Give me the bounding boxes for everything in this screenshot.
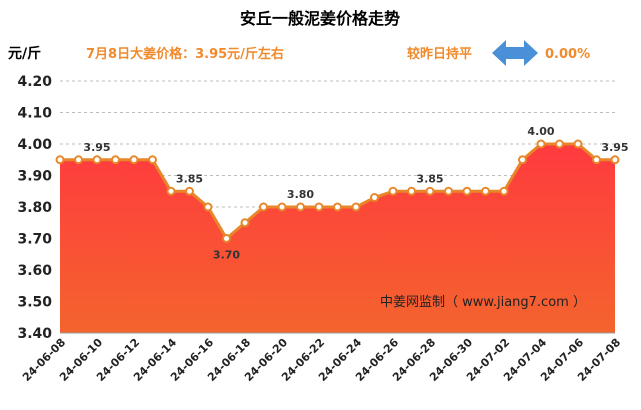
- data-point: [129, 155, 139, 165]
- data-point: [499, 186, 509, 196]
- data-point: [592, 155, 601, 165]
- data-point: [296, 202, 305, 212]
- data-point: [370, 193, 379, 203]
- data-labels: 3.95 3.85 3.70 3.80 3.85 4.00 3.95: [83, 125, 628, 262]
- y-tick-label: 3.50: [17, 295, 52, 311]
- data-point: [351, 202, 361, 212]
- watermark: 中姜网监制（ www.jiang7.com ）: [380, 295, 586, 310]
- change-label: 较昨日持平: [407, 46, 472, 62]
- y-tick-label: 3.90: [17, 169, 52, 185]
- data-point: [314, 202, 324, 212]
- data-point: [259, 202, 268, 212]
- data-point: [55, 155, 65, 165]
- data-point: [185, 186, 194, 196]
- y-axis: 3.40 3.50 3.60 3.70 3.80 3.90 4.00 4.10 4.20: [17, 74, 52, 342]
- y-tick-label: 3.60: [17, 263, 52, 279]
- data-point: [425, 186, 435, 196]
- data-point: [333, 202, 342, 212]
- y-tick-label: 3.80: [17, 200, 52, 216]
- data-point: [222, 234, 231, 243]
- data-label: 4.00: [527, 125, 554, 138]
- data-point: [240, 218, 250, 228]
- data-point: [518, 155, 527, 165]
- data-label: 3.85: [416, 172, 443, 185]
- data-point: [462, 186, 472, 196]
- data-point: [610, 155, 620, 165]
- data-label: 3.85: [176, 172, 203, 185]
- data-point: [277, 202, 287, 212]
- y-tick-label: 4.20: [17, 74, 52, 90]
- data-point: [74, 155, 83, 165]
- data-point: [555, 139, 564, 149]
- data-point: [481, 186, 490, 196]
- data-point: [407, 186, 416, 196]
- price-series: [55, 139, 620, 243]
- data-point: [444, 186, 453, 196]
- y-axis-unit: 元/斤: [8, 45, 41, 62]
- x-axis: 24-06-0824-06-1024-06-1224-06-1424-06-16…: [20, 332, 623, 384]
- data-point: [536, 139, 546, 149]
- data-point: [573, 139, 583, 149]
- data-point: [92, 155, 102, 165]
- change-percent: 0.00%: [545, 47, 590, 62]
- y-tick-label: 4.00: [17, 137, 52, 153]
- data-label: 3.70: [213, 249, 240, 262]
- y-tick-label: 3.40: [17, 326, 52, 342]
- data-label: 3.95: [601, 141, 628, 154]
- y-tick-label: 3.70: [17, 232, 52, 248]
- data-point: [203, 202, 213, 212]
- double-arrow-icon: [492, 40, 538, 66]
- data-point: [166, 186, 176, 196]
- data-point: [111, 155, 120, 165]
- data-label: 3.95: [83, 141, 110, 154]
- data-point: [388, 186, 398, 196]
- y-tick-label: 4.10: [17, 106, 52, 122]
- chart-title: 安丘一般泥姜价格走势: [240, 9, 400, 28]
- data-point: [148, 155, 157, 165]
- data-label: 3.80: [287, 188, 314, 201]
- price-headline: 7月8日大姜价格：3.95元/斤左右: [86, 46, 284, 62]
